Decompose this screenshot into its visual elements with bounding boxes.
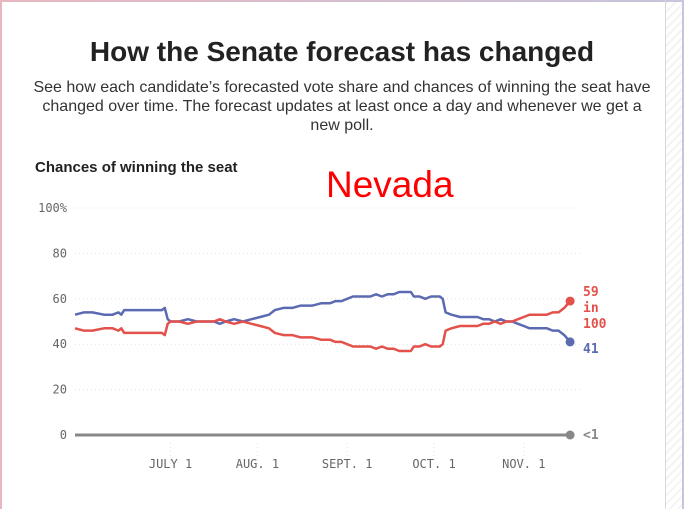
- side-divider: [665, 0, 666, 509]
- top-border: [0, 0, 684, 2]
- page-subtitle: See how each candidate’s forecasted vote…: [33, 79, 651, 134]
- x-tick-label: AUG. 1: [236, 457, 279, 471]
- rep-end-label-value: 59: [583, 285, 599, 300]
- x-tick-label: JULY 1: [149, 457, 192, 471]
- side-hatch: [666, 2, 682, 509]
- y-tick-label: 40: [53, 337, 67, 351]
- y-tick-label: 0: [60, 428, 67, 442]
- right-border: [682, 0, 684, 509]
- rep-end-label-100: 100: [583, 317, 607, 332]
- series-endpoint-democrat: [565, 337, 575, 347]
- left-border: [0, 0, 2, 509]
- series-line-democrat: [74, 290, 572, 343]
- series-endpoint-republican: [565, 296, 575, 306]
- dem-end-label: 41: [583, 342, 599, 357]
- rep-end-label-in: in: [583, 301, 599, 316]
- x-tick-label: NOV. 1: [502, 457, 545, 471]
- y-tick-label: 80: [53, 246, 67, 260]
- state-annotation: Nevada: [326, 164, 454, 205]
- x-tick-label: SEPT. 1: [322, 457, 373, 471]
- page-title: How the Senate forecast has changed: [89, 36, 595, 67]
- y-tick-label: 60: [53, 292, 67, 306]
- y-tick-label: 100%: [38, 201, 68, 215]
- y-tick-label: 20: [53, 383, 67, 397]
- x-tick-label: OCT. 1: [412, 457, 455, 471]
- chart-heading: Chances of winning the seat: [35, 159, 238, 176]
- series-endpoint-other: [565, 430, 575, 440]
- series-line-republican: [74, 300, 572, 353]
- other-end-label: <1: [583, 428, 599, 443]
